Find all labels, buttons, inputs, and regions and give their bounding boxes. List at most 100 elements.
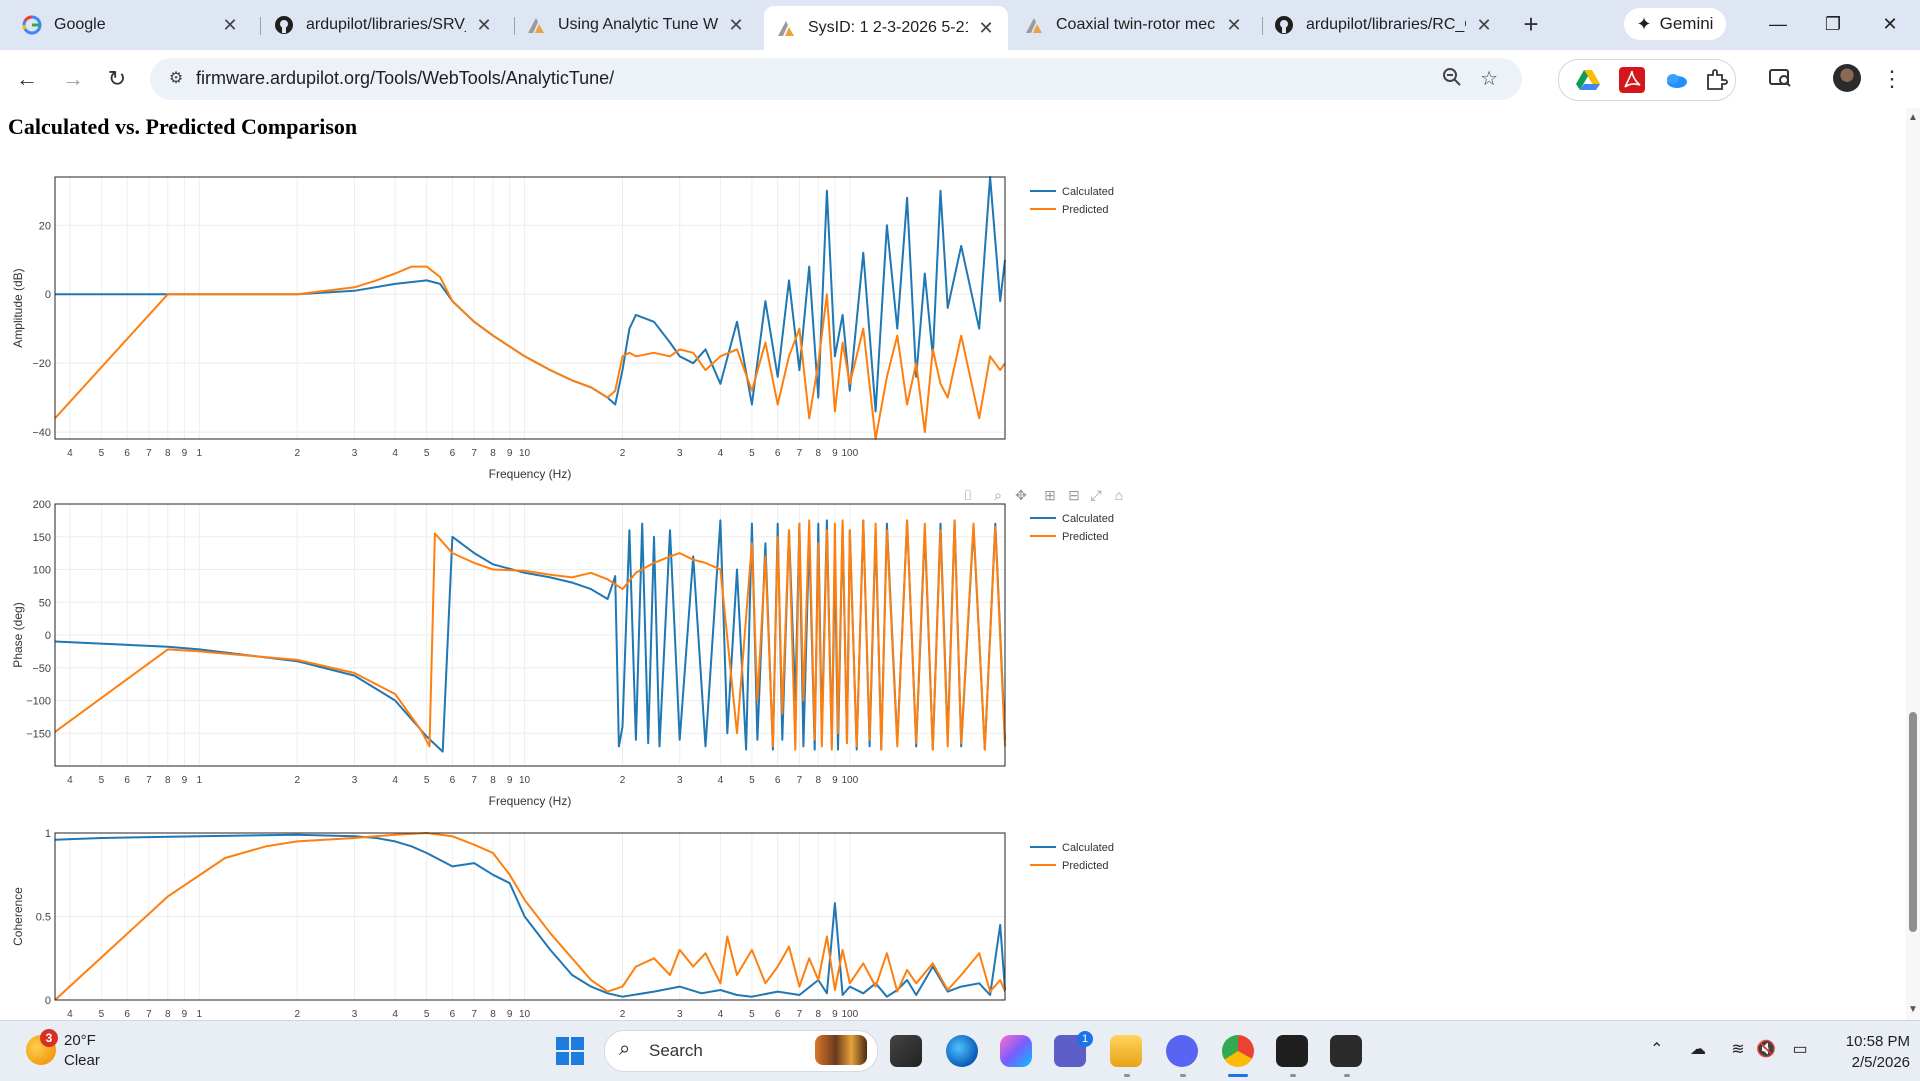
extensions-puzzle-icon[interactable] [1703,67,1729,93]
vertical-scrollbar[interactable]: ▲ ▼ [1906,108,1920,1020]
y-axis-title: Coherence [11,887,25,946]
profile-avatar[interactable] [1833,64,1861,92]
x-tick-label: 2 [294,1009,300,1020]
y-tick-label: 0 [45,995,51,1007]
close-icon[interactable]: ✕ [1476,14,1492,35]
weather-widget[interactable]: 3 20°F Clear [24,1029,144,1073]
close-icon[interactable]: ✕ [728,14,744,35]
pan-icon[interactable]: ✥ [1015,487,1027,503]
running-indicator [1290,1074,1296,1077]
bookmark-star-icon[interactable]: ☆ [1480,68,1498,90]
close-icon[interactable]: ✕ [476,14,492,35]
volume-muted-icon[interactable]: 🔇 [1756,1041,1776,1058]
browser-toolbar: ← → ↻ ⚙ firmware.ardupilot.org/Tools/Web… [0,50,1920,109]
y-tick-label: 0.5 [36,912,51,924]
x-tick-label: 9 [507,1009,513,1020]
reset-axes-icon[interactable]: ⌂ [1115,487,1123,503]
x-tick-label: 2 [620,1009,626,1020]
wifi-icon[interactable]: ≋ [1731,1041,1745,1058]
google-drive-icon[interactable] [1575,67,1601,93]
x-tick-label: 3 [677,1009,683,1020]
y-tick-label: 0 [45,630,51,642]
plot-frame [54,503,1006,767]
site-info-icon[interactable]: ⚙ [168,70,184,87]
x-tick-label: 5 [749,775,755,786]
y-tick-label: −50 [32,663,51,675]
tab-coaxial[interactable]: Coaxial twin-rotor mech ✕ [1012,7,1256,43]
x-tick-label: 2 [294,775,300,786]
gemini-button[interactable]: ✦ Gemini [1624,8,1726,40]
search-highlight-image [815,1035,867,1065]
x-axis-title: Frequency (Hz) [489,467,572,481]
restore-button[interactable]: ❐ [1824,14,1842,34]
new-tab-button[interactable]: + [1523,9,1539,39]
forward-button[interactable]: → [62,66,84,91]
tab-github-rc[interactable]: ardupilot/libraries/RC_C ✕ [1262,7,1506,43]
close-icon[interactable]: ✕ [978,17,994,38]
tab-sysid-active[interactable]: SysID: 1 2-3-2026 5-21-2 ✕ [764,6,1008,50]
kebab-menu-icon[interactable]: ⋮ [1881,66,1903,91]
zoom-icon[interactable]: ⌕ [994,487,1002,503]
taskbar-search-box[interactable]: ⌕ Search [604,1030,878,1072]
y-axis-title: Amplitude (dB) [11,268,25,347]
close-icon[interactable]: ✕ [1226,14,1242,35]
file-explorer-icon[interactable] [1110,1035,1142,1067]
mission-planner-icon[interactable] [1330,1035,1362,1067]
x-tick-label: 3 [352,448,358,459]
tab-title: ardupilot/libraries/SRV_C [306,16,466,33]
scroll-up-arrow-icon[interactable]: ▲ [1908,112,1918,123]
tab-google[interactable]: Google ✕ [10,7,252,43]
close-window-button[interactable]: ✕ [1882,14,1898,34]
windows-start-button[interactable] [556,1037,584,1065]
x-tick-label: 6 [124,448,130,459]
ardupilot-icon [776,18,796,38]
copilot-icon[interactable] [1000,1035,1032,1067]
x-tick-label: 8 [816,775,822,786]
scrollbar-thumb[interactable] [1909,712,1917,932]
minimize-button[interactable]: — [1769,14,1787,34]
discord-icon[interactable] [1166,1035,1198,1067]
chevron-up-icon[interactable]: ⌃ [1650,1041,1664,1058]
side-panel-icon[interactable] [1768,66,1792,90]
onedrive-sync-icon[interactable]: ☁ [1690,1041,1706,1058]
back-button[interactable]: ← [16,66,38,91]
terminal-icon[interactable] [1276,1035,1308,1067]
x-tick-label: 9 [182,775,188,786]
autoscale-icon[interactable]: ⤢ [1090,487,1101,503]
battery-icon[interactable]: ▭ [1792,1041,1808,1058]
x-tick-label: 7 [797,1009,803,1020]
plot-frame [54,176,1006,440]
x-tick-label: 10 [519,448,531,459]
zoom-in-icon[interactable]: ⊞ [1044,487,1056,503]
chrome-icon[interactable] [1222,1035,1254,1067]
url-text[interactable]: firmware.ardupilot.org/Tools/WebTools/An… [196,68,615,88]
close-icon[interactable]: ✕ [222,14,238,35]
camera-icon[interactable]: ⌷ [964,487,972,503]
ardupilot-icon [1024,15,1044,35]
adobe-acrobat-icon[interactable] [1619,67,1645,93]
x-tick-label: 7 [146,775,152,786]
x-tick-label: 2 [620,448,626,459]
x-tick-label: 9 [182,1009,188,1020]
ardupilot-icon [526,15,546,35]
address-bar[interactable]: ⚙ firmware.ardupilot.org/Tools/WebTools/… [150,58,1522,100]
system-clock[interactable]: 10:58 PM 2/5/2026 [1826,1031,1910,1073]
x-tick-label: 1 [197,448,203,459]
tab-github-srv[interactable]: ardupilot/libraries/SRV_C ✕ [262,7,506,43]
x-tick-label: 5 [424,1009,430,1020]
task-view-icon[interactable] [890,1035,922,1067]
github-icon [274,15,294,35]
series-line-predicted [54,265,1006,440]
tab-separator [260,17,261,35]
onedrive-cloud-icon[interactable] [1663,67,1689,93]
running-indicator [1344,1074,1350,1077]
edge-browser-icon[interactable] [946,1035,978,1067]
zoom-icon[interactable] [1442,67,1462,92]
x-tick-label: 4 [718,775,724,786]
tab-analytic-tune-wiki[interactable]: Using Analytic Tune Wel ✕ [514,7,758,43]
zoom-out-icon[interactable]: ⊟ [1068,487,1080,503]
reload-button[interactable]: ↻ [107,66,127,91]
x-tick-label: 4 [392,448,398,459]
scroll-down-arrow-icon[interactable]: ▼ [1908,1004,1918,1015]
x-tick-label: 10 [519,775,531,786]
